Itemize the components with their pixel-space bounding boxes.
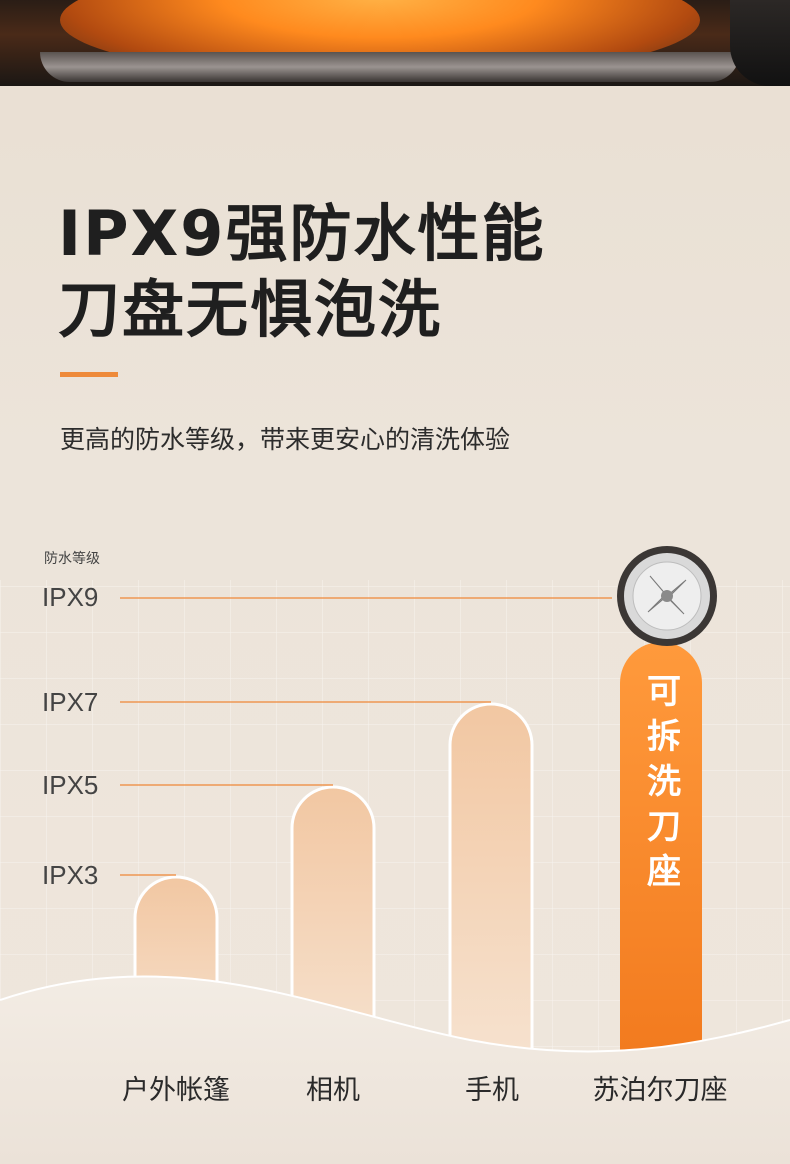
headline-line-1: IPX9强防水性能: [58, 197, 546, 270]
foreground-wave: [0, 976, 790, 1164]
accent-divider: [60, 372, 118, 377]
bar-ipx5: [290, 785, 376, 1062]
blender-handle: [730, 0, 790, 86]
bar-ipx9: [620, 642, 702, 1060]
highlight-char: 拆: [647, 717, 681, 757]
tick-ipx5: IPX5: [42, 770, 99, 800]
waterproof-chart: 防水等级 IPX9 IPX7 IPX5 IPX3 可 拆 洗 刀 座 户外帐篷 …: [0, 540, 790, 1164]
headline: IPX9强防水性能 刀盘无惧泡洗: [58, 196, 545, 348]
highlight-bar-label: 可 拆 洗 刀 座: [642, 670, 686, 895]
highlight-char: 洗: [647, 762, 681, 802]
category-label-supor-blade: 苏泊尔刀座: [592, 1075, 728, 1106]
product-photo-top: [0, 0, 790, 86]
highlight-char: 座: [647, 852, 681, 892]
wave-highlight: [0, 975, 790, 1053]
bar-ipx7: [448, 702, 534, 1062]
tick-ipx7: IPX7: [42, 687, 99, 717]
highlight-char: 可: [647, 672, 681, 712]
category-label-tent: 户外帐篷: [122, 1075, 230, 1106]
highlight-char: 刀: [647, 807, 681, 847]
category-label-phone: 手机: [465, 1075, 519, 1106]
y-axis-label: 防水等级: [44, 551, 100, 567]
headline-line-2: 刀盘无惧泡洗: [58, 273, 443, 346]
category-label-camera: 相机: [306, 1075, 360, 1106]
blade-assembly-icon: [617, 546, 717, 646]
chart-canvas: [0, 546, 790, 1164]
tick-ipx9: IPX9: [42, 582, 99, 612]
tick-ipx3: IPX3: [42, 860, 99, 890]
subtitle: 更高的防水等级，带来更安心的清洗体验: [60, 425, 511, 454]
blender-base: [40, 52, 740, 82]
